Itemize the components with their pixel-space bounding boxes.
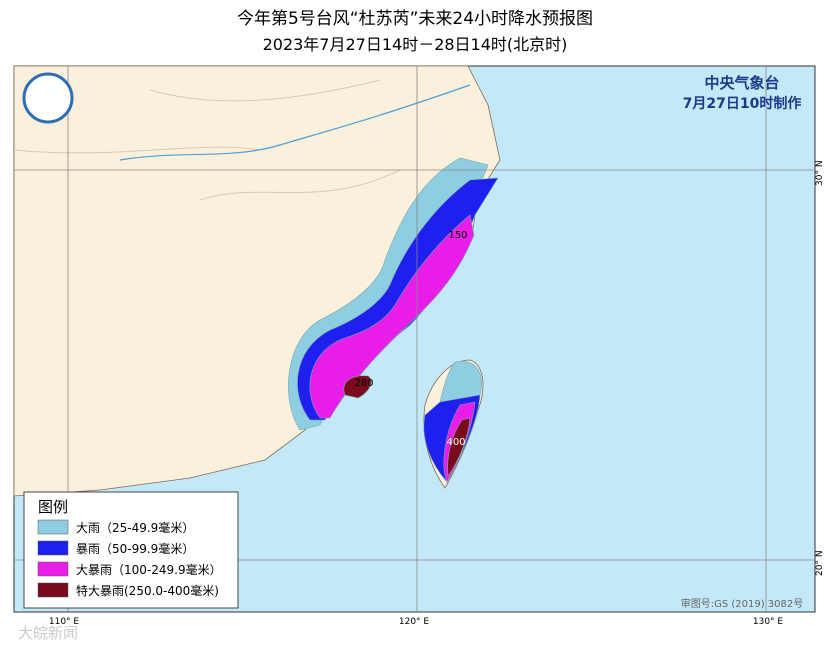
rain-zone: [309, 214, 475, 419]
lon-label: 120° E: [399, 617, 430, 627]
legend-swatch: [37, 561, 69, 577]
contour-label: 400: [446, 437, 465, 448]
contour-label: 150: [448, 230, 467, 241]
rain-zones: [288, 157, 499, 483]
legend-title: 图例: [38, 498, 68, 516]
issue-time: 7月27日10时制作: [683, 95, 802, 112]
rain-zone: [447, 417, 471, 477]
legend-swatch: [37, 540, 69, 556]
title: 今年第5号台风“杜苏芮”未来24小时降水预报图: [237, 9, 593, 29]
approval: 审图号:GS (2019) 3082号: [681, 597, 804, 610]
watermark: 大皖新闻: [18, 624, 78, 642]
lat-label: 20° N: [815, 550, 825, 576]
lon-label: 110° E: [49, 617, 80, 627]
province-borders: [13, 79, 401, 201]
legend-items: 大雨（25-49.9毫米） 暴雨（50-99.9毫米） 大暴雨（100-249.9毫…: [37, 519, 222, 598]
legend-label: 特大暴雨(250.0-400毫米): [76, 583, 219, 598]
legend-swatch: [37, 582, 69, 598]
logo: [22, 72, 74, 124]
contour-label: 280: [354, 378, 373, 389]
lat-label: 30° N: [815, 160, 825, 186]
legend-label: 暴雨（50-99.9毫米）: [76, 541, 194, 556]
river: [119, 84, 471, 161]
agency: 中央气象台: [704, 74, 779, 92]
legend-label: 大暴雨（100-249.9毫米）: [76, 562, 222, 577]
legend-swatch: [37, 519, 69, 535]
subtitle: 2023年7月27日14时－28日14时(北京时): [263, 35, 568, 54]
lon-label: 130° E: [753, 617, 784, 627]
legend: 图例 大雨（25-49.9毫米） 暴雨（50-99.9毫米） 大暴雨（100-249…: [23, 491, 239, 609]
rain-zone: [343, 375, 372, 399]
legend-label: 大雨（25-49.9毫米）: [76, 520, 194, 535]
